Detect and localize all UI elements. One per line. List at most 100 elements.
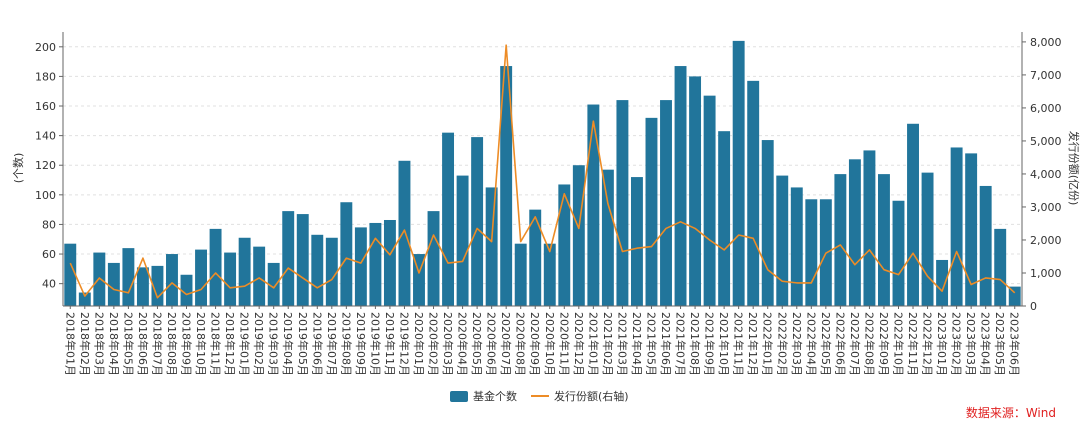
bar	[442, 132, 455, 306]
x-tick-label: 2022年02月	[775, 312, 789, 376]
x-tick-label: 2018年02月	[78, 312, 92, 376]
bar	[732, 40, 745, 307]
legend-item-bar[interactable]: 基金个数	[450, 388, 517, 404]
bar	[572, 165, 585, 306]
right-tick-label: 8,000	[1030, 36, 1062, 49]
x-tick-label: 2018年09月	[180, 312, 194, 376]
left-tick-label: 80	[42, 218, 56, 231]
bar	[151, 265, 164, 306]
left-tick-label: 140	[35, 130, 56, 143]
x-tick-label: 2021年05月	[644, 312, 658, 376]
bar	[718, 131, 731, 306]
x-tick-label: 2022年05月	[819, 312, 833, 376]
bar	[805, 199, 818, 306]
x-tick-label: 2018年07月	[150, 312, 164, 376]
grid-lines	[63, 46, 1022, 285]
bar	[398, 160, 411, 306]
x-tick-label: 2023年02月	[950, 312, 964, 376]
bar	[979, 185, 992, 306]
x-tick-label: 2022年01月	[761, 312, 775, 376]
bar	[224, 252, 237, 306]
x-tick-label: 2023年04月	[979, 312, 993, 376]
x-tick-label: 2022年06月	[833, 312, 847, 376]
bar	[994, 228, 1007, 306]
bar	[950, 147, 963, 306]
bar	[790, 187, 803, 306]
bar	[311, 234, 324, 306]
x-tick-label: 2019年10月	[368, 312, 382, 376]
line-series	[69, 44, 1016, 299]
x-tick-label: 2020年07月	[499, 312, 513, 376]
right-tick-label: 3,000	[1030, 201, 1062, 214]
x-tick-label: 2022年10月	[891, 312, 905, 376]
x-tick-label: 2020年08月	[514, 312, 528, 376]
x-tick-label: 2019年06月	[310, 312, 324, 376]
bar	[529, 209, 542, 306]
x-tick-label: 2022年03月	[790, 312, 804, 376]
x-tick-label: 2018年12月	[223, 312, 237, 376]
bar	[64, 243, 77, 306]
bar	[471, 137, 484, 306]
bar	[514, 243, 527, 306]
x-tick-label: 2018年10月	[194, 312, 208, 376]
bar	[863, 150, 876, 306]
right-tick-label: 2,000	[1030, 234, 1062, 247]
left-axis-title: (个数)	[12, 153, 25, 184]
x-tick-label: 2019年02月	[252, 312, 266, 376]
x-tick-label: 2022年04月	[804, 312, 818, 376]
x-tick-label: 2018年11月	[209, 312, 223, 376]
bar	[136, 267, 149, 306]
x-tick-label: 2018年03月	[92, 312, 106, 376]
bar	[180, 274, 193, 306]
x-tick-label: 2021年03月	[615, 312, 629, 376]
x-tick-label: 2019年09月	[354, 312, 368, 376]
bar	[616, 100, 629, 306]
left-tick-label: 120	[35, 159, 56, 172]
x-tick-label: 2018年05月	[121, 312, 135, 376]
bar	[747, 80, 760, 306]
x-tick-label: 2019年12月	[397, 312, 411, 376]
legend-item-line[interactable]: 发行份额(右轴)	[531, 388, 629, 404]
bar	[282, 211, 295, 306]
bar	[369, 222, 382, 306]
bar	[689, 76, 702, 307]
bar	[456, 175, 469, 306]
left-tick-label: 180	[35, 70, 56, 83]
bar	[921, 172, 934, 306]
bar	[630, 177, 643, 306]
x-tick-label: 2022年07月	[848, 312, 862, 376]
bar	[107, 262, 120, 306]
bar	[93, 252, 106, 306]
bar	[848, 159, 861, 306]
bar	[558, 184, 571, 306]
bar	[878, 174, 890, 306]
x-tick-label: 2020年11月	[557, 312, 571, 376]
bar	[340, 202, 353, 306]
x-tick-label: 2021年02月	[601, 312, 615, 376]
legend: 基金个数 发行份额(右轴)	[450, 388, 643, 404]
x-tick-label: 2021年12月	[746, 312, 760, 376]
x-tick-label: 2020年03月	[441, 312, 455, 376]
x-axis-ticks: 2018年01月 2018年02月 2018年03月 2018年04月 2018年05月…	[63, 306, 1022, 376]
bar	[267, 262, 280, 306]
bar	[122, 248, 135, 306]
x-tick-label: 2022年12月	[921, 312, 935, 376]
x-tick-label: 2022年11月	[906, 312, 920, 376]
bar	[601, 169, 614, 306]
x-tick-label: 2018年08月	[165, 312, 179, 376]
bar	[238, 237, 251, 306]
legend-bar-swatch	[450, 390, 468, 402]
x-tick-label: 2021年08月	[688, 312, 702, 376]
x-tick-label: 2019年01月	[238, 312, 252, 376]
x-tick-label: 2019年07月	[325, 312, 339, 376]
left-tick-label: 200	[35, 41, 56, 54]
bar	[485, 187, 498, 306]
legend-line-label: 发行份额(右轴)	[554, 390, 629, 403]
x-tick-label: 2019年04月	[281, 312, 295, 376]
bar	[195, 249, 207, 306]
x-tick-label: 2019年11月	[383, 312, 397, 376]
x-tick-label: 2020年02月	[427, 312, 441, 376]
x-tick-label: 2019年05月	[296, 312, 310, 376]
right-axis-title: 发行份额(亿份)	[1067, 131, 1080, 206]
